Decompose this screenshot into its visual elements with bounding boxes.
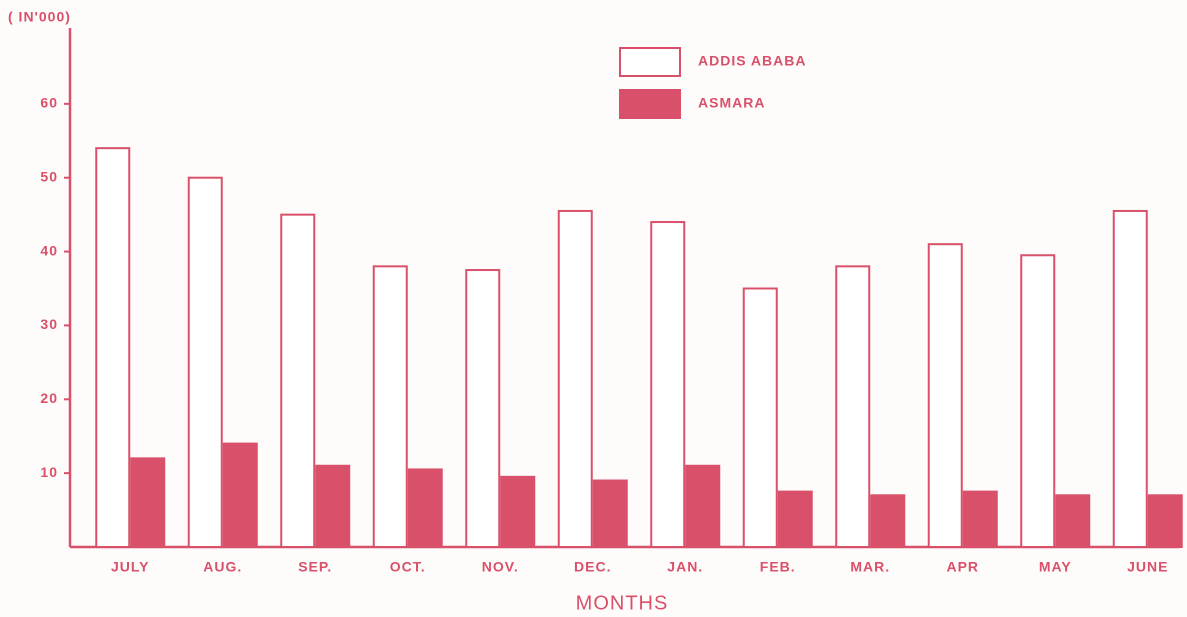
legend-label: ADDIS ABABA (698, 53, 806, 69)
x-tick-label: DEC. (574, 559, 611, 575)
bar (280, 213, 316, 548)
bar (870, 494, 906, 548)
x-tick-label: AUG. (203, 559, 242, 575)
bar (557, 209, 593, 548)
y-tick-label: 20 (40, 390, 58, 406)
bar (835, 265, 871, 548)
bar (407, 468, 443, 549)
bar (187, 176, 223, 548)
bar (222, 442, 258, 549)
bar (592, 479, 628, 548)
bar (95, 147, 131, 549)
legend-swatch (619, 89, 681, 119)
x-tick-label: OCT. (390, 559, 426, 575)
x-tick-label: SEP. (298, 559, 332, 575)
bar (962, 490, 998, 549)
bar (372, 265, 408, 548)
x-tick-label: MAR. (850, 559, 890, 575)
x-tick-label: JULY (111, 559, 150, 575)
bar (1055, 494, 1091, 548)
y-axis-label: ( IN'000) (8, 9, 71, 25)
bar (500, 475, 536, 549)
bar (315, 464, 351, 548)
legend-swatch (619, 47, 681, 77)
bar (130, 457, 166, 548)
x-tick-label: NOV. (482, 559, 519, 575)
bar (465, 269, 501, 548)
x-tick-label: JAN. (667, 559, 703, 575)
bar (1020, 254, 1056, 548)
bar (650, 221, 686, 548)
y-tick-label: 60 (40, 95, 58, 111)
y-tick-label: 10 (40, 464, 58, 480)
x-tick-label: MAY (1039, 559, 1072, 575)
y-tick-label: 40 (40, 242, 58, 258)
bar (1147, 494, 1183, 548)
legend-label: ASMARA (698, 95, 765, 111)
bar (742, 287, 778, 548)
x-axis-label: MONTHS (576, 592, 669, 614)
bar (1112, 209, 1148, 548)
y-tick-label: 50 (40, 168, 58, 184)
bar (685, 464, 721, 548)
bar (927, 243, 963, 549)
x-tick-label: FEB. (760, 559, 796, 575)
bar (777, 490, 813, 549)
x-tick-label: JUNE (1127, 559, 1168, 575)
y-tick-label: 30 (40, 316, 58, 332)
x-tick-label: APR (946, 559, 979, 575)
